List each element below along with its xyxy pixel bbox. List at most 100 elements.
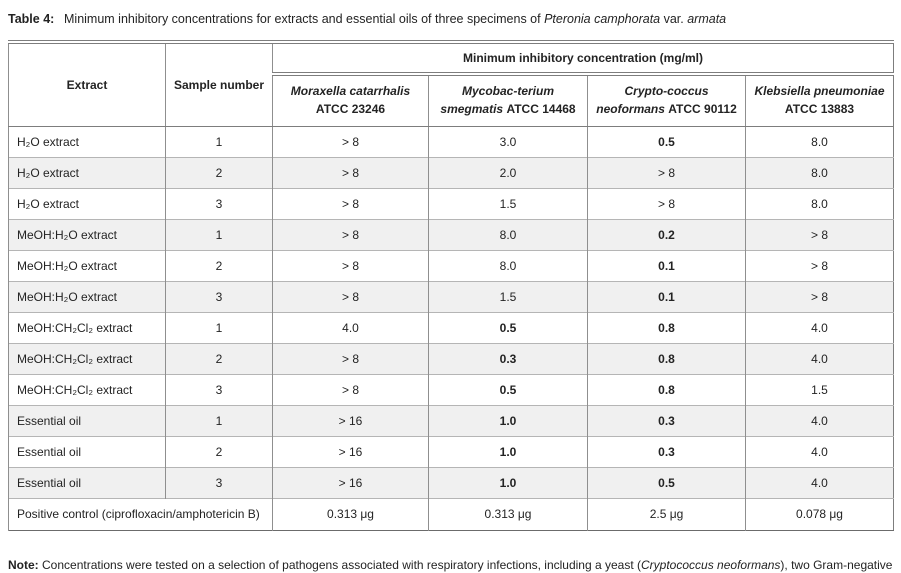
extract-cell: H₂O extract — [8, 156, 166, 189]
mic-value-cell: > 8 — [587, 156, 746, 189]
extract-cell: MeOH:CH₂Cl₂ extract — [8, 342, 166, 375]
sample-number-cell: 3 — [165, 373, 273, 406]
mic-value-cell: 0.5 — [428, 373, 588, 406]
extract-cell: Essential oil — [8, 435, 166, 468]
extract-cell: H₂O extract — [8, 125, 166, 158]
table-row: Essential oil 1 > 16 1.0 0.3 4.0 — [8, 404, 894, 437]
organism-name: Klebsiella pneumoniae — [754, 84, 885, 99]
organism-italic: Cryptococcus neoformans — [641, 557, 781, 572]
mic-value-cell: > 8 — [745, 218, 894, 251]
sample-number-cell: 2 — [165, 342, 273, 375]
column-header-mycobacterium: Mycobac-terium smegmatis ATCC 14468 — [428, 73, 588, 127]
mic-value-cell: 0.1 — [587, 249, 746, 282]
mic-value-cell: > 8 — [272, 373, 429, 406]
mic-value-cell: > 16 — [272, 404, 429, 437]
mic-value-cell: 0.8 — [587, 311, 746, 344]
sample-number-cell: 1 — [165, 311, 273, 344]
mic-value-cell: 4.0 — [745, 404, 894, 437]
mic-value-cell: 1.0 — [428, 404, 588, 437]
table-row: Essential oil 2 > 16 1.0 0.3 4.0 — [8, 435, 894, 468]
mic-value-cell: 0.5 — [587, 125, 746, 158]
organism-atcc: ATCC 23246 — [315, 101, 386, 116]
organism-name: Moraxella catarrhalis — [290, 84, 411, 99]
table-caption-text: Minimum inhibitory concentrations for ex… — [64, 12, 727, 26]
mic-value-cell: 1.5 — [428, 280, 588, 313]
column-header-moraxella: Moraxella catarrhalis ATCC 23246 — [272, 73, 429, 127]
table-row: MeOH:CH₂Cl₂ extract 1 4.0 0.5 0.8 4.0 — [8, 311, 894, 344]
positive-control-label: Positive control (ciprofloxacin/amphoter… — [8, 497, 273, 531]
positive-control-row: Positive control (ciprofloxacin/amphoter… — [8, 497, 894, 531]
organism-name-line2: smegmatis — [440, 101, 504, 116]
organism-name: Crypto-coccus — [624, 84, 709, 99]
mic-value-cell: 4.0 — [745, 342, 894, 375]
variety-name: armata — [687, 12, 727, 26]
extract-cell: Essential oil — [8, 404, 166, 437]
column-header-mic-group: Minimum inhibitory concentration (mg/ml) — [272, 41, 894, 76]
mic-value-cell: 1.5 — [428, 187, 588, 220]
organism-atcc: ATCC 14468 — [506, 101, 576, 116]
organism-atcc: ATCC 13883 — [784, 101, 855, 116]
column-header-extract: Extract — [8, 41, 166, 127]
mic-value-cell: 1.5 — [745, 373, 894, 406]
sample-number-cell: 1 — [165, 125, 273, 158]
table-row: MeOH:CH₂Cl₂ extract 3 > 8 0.5 0.8 1.5 — [8, 373, 894, 406]
mic-value-cell: 0.313 μg — [428, 497, 588, 531]
extract-cell: Essential oil — [8, 466, 166, 499]
mic-table: Extract Sample number Minimum inhibitory… — [8, 39, 894, 531]
sample-number-cell: 2 — [165, 156, 273, 189]
table-caption: Table 4: Minimum inhibitory concentratio… — [8, 12, 893, 28]
mic-value-cell: > 8 — [272, 125, 429, 158]
mic-value-cell: 2.5 μg — [587, 497, 746, 531]
extract-cell: H₂O extract — [8, 187, 166, 220]
table-number-label: Table 4: — [8, 12, 55, 26]
table-row: H₂O extract 3 > 8 1.5 > 8 8.0 — [8, 187, 894, 220]
sample-number-cell: 3 — [165, 280, 273, 313]
species-name: Pteronia camphorata — [544, 12, 661, 26]
table-row: MeOH:H₂O extract 3 > 8 1.5 0.1 > 8 — [8, 280, 894, 313]
mic-value-cell: 0.5 — [428, 311, 588, 344]
organism-atcc: ATCC 90112 — [668, 101, 737, 116]
mic-value-cell: 4.0 — [745, 435, 894, 468]
mic-value-cell: > 8 — [272, 280, 429, 313]
note-label: Note: — [8, 557, 39, 572]
column-header-cryptococcus: Crypto-coccus neoformans ATCC 90112 — [587, 73, 746, 127]
mic-value-cell: 8.0 — [745, 156, 894, 189]
extract-cell: MeOH:H₂O extract — [8, 280, 166, 313]
table-row: MeOH:CH₂Cl₂ extract 2 > 8 0.3 0.8 4.0 — [8, 342, 894, 375]
table-row: MeOH:H₂O extract 2 > 8 8.0 0.1 > 8 — [8, 249, 894, 282]
mic-value-cell: > 8 — [272, 342, 429, 375]
mic-value-cell: > 16 — [272, 435, 429, 468]
sample-number-cell: 3 — [165, 466, 273, 499]
column-header-sample-number: Sample number — [165, 41, 273, 127]
mic-value-cell: 4.0 — [745, 466, 894, 499]
sample-number-cell: 2 — [165, 249, 273, 282]
header-row-top: Extract Sample number Minimum inhibitory… — [8, 41, 894, 127]
mic-value-cell: > 8 — [272, 249, 429, 282]
extract-cell: MeOH:CH₂Cl₂ extract — [8, 373, 166, 406]
mic-value-cell: > 8 — [272, 187, 429, 220]
mic-value-cell: 0.1 — [587, 280, 746, 313]
mic-value-cell: 1.0 — [428, 466, 588, 499]
mic-value-cell: 8.0 — [428, 249, 588, 282]
mic-value-cell: 0.5 — [587, 466, 746, 499]
mic-value-cell: 8.0 — [745, 187, 894, 220]
mic-value-cell: 0.3 — [428, 342, 588, 375]
mic-value-cell: 0.3 — [587, 404, 746, 437]
extract-cell: MeOH:CH₂Cl₂ extract — [8, 311, 166, 344]
mic-value-cell: > 16 — [272, 466, 429, 499]
mic-value-cell: > 8 — [272, 156, 429, 189]
mic-value-cell: 8.0 — [428, 218, 588, 251]
organism-name: Mycobac-terium — [461, 84, 555, 99]
organism-name-line2: neoformans — [596, 101, 665, 116]
mic-value-cell: 0.2 — [587, 218, 746, 251]
mic-value-cell: 0.8 — [587, 373, 746, 406]
header-row-organisms: Moraxella catarrhalis ATCC 23246 Mycobac-… — [9, 73, 894, 127]
sample-number-cell: 1 — [165, 404, 273, 437]
mic-value-cell: > 8 — [745, 249, 894, 282]
mic-value-cell: 8.0 — [745, 125, 894, 158]
mic-value-cell: > 8 — [587, 187, 746, 220]
mic-value-cell: 1.0 — [428, 435, 588, 468]
mic-value-cell: 0.078 μg — [745, 497, 894, 531]
table-row: H₂O extract 2 > 8 2.0 > 8 8.0 — [8, 156, 894, 189]
column-header-klebsiella: Klebsiella pneumoniae ATCC 13883 — [745, 73, 894, 127]
